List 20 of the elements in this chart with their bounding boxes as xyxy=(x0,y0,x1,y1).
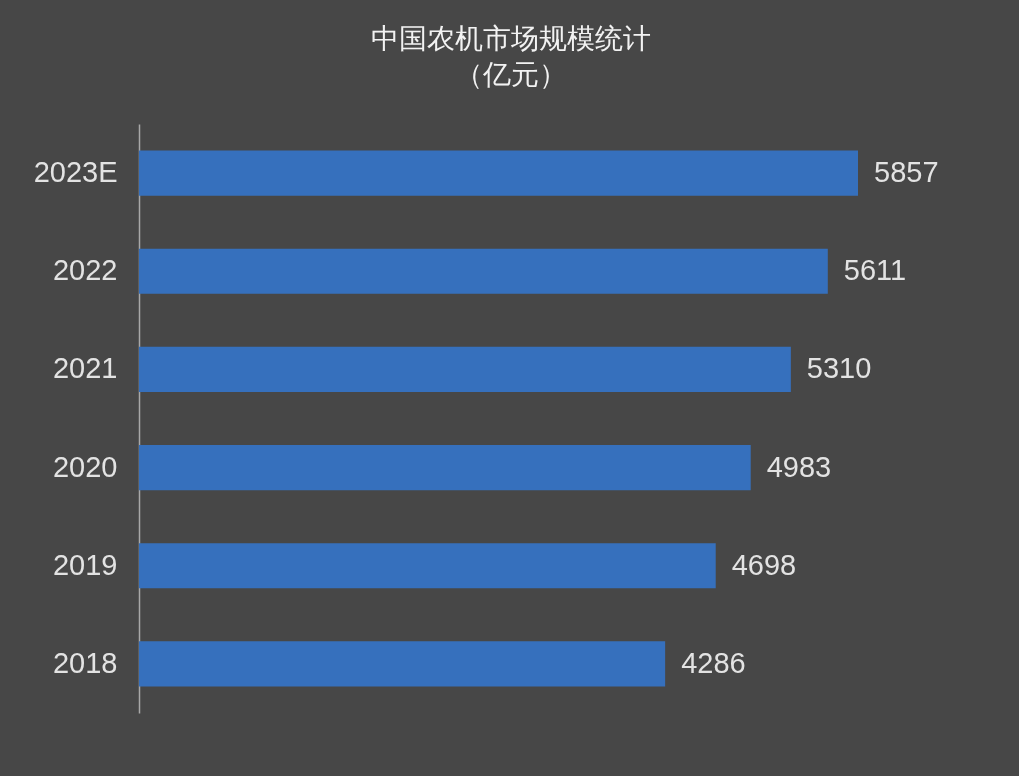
y-tick-label: 2022 xyxy=(52,254,118,287)
data-label: 4286 xyxy=(681,646,746,679)
y-tick-label: 2018 xyxy=(52,646,118,679)
data-label: 5310 xyxy=(806,352,872,385)
data-label: 4698 xyxy=(731,548,797,581)
y-tick-label: 2020 xyxy=(52,450,118,483)
data-label: 5611 xyxy=(843,254,907,287)
bar xyxy=(139,248,828,294)
data-label: 4983 xyxy=(766,450,832,483)
y-tick-label: 2023E xyxy=(33,156,118,189)
chart-title: 中国农机市场规模统计 xyxy=(370,23,651,54)
bar xyxy=(139,543,716,589)
data-label: 5857 xyxy=(874,156,939,189)
bar xyxy=(139,346,791,392)
bar xyxy=(139,641,666,687)
y-tick-label: 2021 xyxy=(52,352,118,385)
bar xyxy=(139,445,751,491)
y-tick-label: 2019 xyxy=(52,548,118,581)
chart-subtitle: （亿元） xyxy=(454,59,567,90)
bar xyxy=(139,150,858,196)
